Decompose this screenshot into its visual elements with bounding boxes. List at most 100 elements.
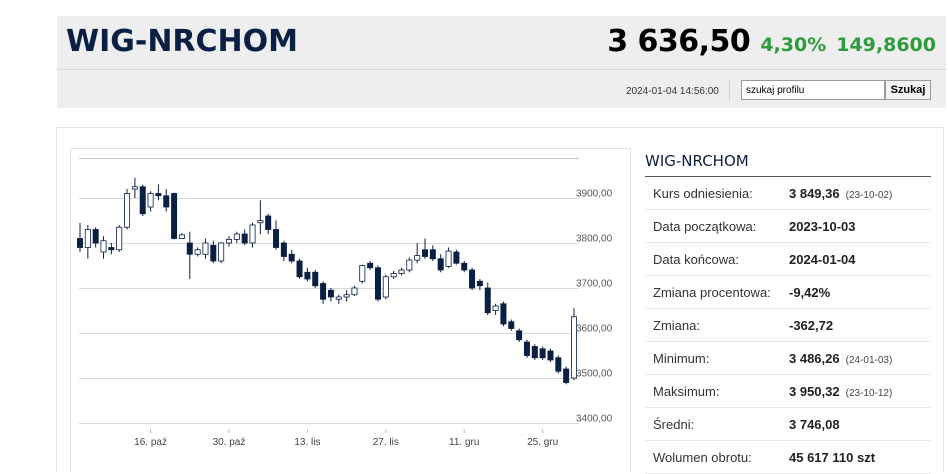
quote-summary: 3 636,50 4,30% 149,8600: [607, 24, 936, 59]
stats-label: Zmiana:: [653, 317, 700, 333]
candle-up: [147, 193, 154, 208]
candle-down: [516, 330, 523, 341]
candle-down: [367, 262, 374, 269]
x-tick-label: 30. paź: [213, 437, 246, 448]
stats-label: Data końcowa:: [653, 251, 739, 267]
candle-down: [327, 289, 334, 298]
stats-row: Data końcowa: 2024-01-04: [645, 243, 931, 276]
y-tick-label: 3500,00: [576, 369, 613, 380]
stats-row: Maksimum: 3 950,32 (23-10-12): [645, 375, 931, 408]
candle-down: [273, 229, 280, 248]
candle-up: [131, 186, 138, 190]
stats-value: -362,72: [789, 317, 834, 333]
stats-value: 2023-10-03: [789, 218, 856, 234]
stats-row: Średni: 3 746,08: [645, 408, 931, 441]
stats-label: Data początkowa:: [653, 218, 757, 234]
search-profile-input[interactable]: [741, 80, 885, 100]
stats-value: 3 486,26: [789, 350, 840, 366]
stats-value: 3 950,32: [789, 383, 840, 399]
index-name: WIG-NRCHOM: [66, 24, 299, 59]
candle-down: [312, 271, 319, 287]
candle-up: [390, 273, 397, 278]
stats-table: WIG-NRCHOM Kurs odniesienia: 3 849,36 (23-…: [645, 150, 931, 474]
stats-value-cell: 3 486,26 (24-01-03): [789, 351, 892, 366]
x-tick-label: 16. paź: [134, 437, 167, 448]
change-absolute: 149,8600: [836, 34, 936, 56]
candle-down: [241, 233, 248, 244]
candle-down: [484, 287, 491, 314]
candle-down: [265, 215, 272, 230]
candle-up: [249, 224, 256, 244]
candle-down: [422, 249, 429, 257]
stats-label: Średni:: [653, 416, 695, 432]
stats-row: Minimum: 3 486,26 (24-01-03): [645, 342, 931, 375]
stats-title: WIG-NRCHOM: [645, 150, 931, 177]
candle-down: [531, 346, 538, 359]
change-percent: 4,30%: [760, 34, 827, 56]
stats-value-date: (23-10-02): [845, 189, 893, 201]
stats-label: Kurs odniesienia:: [653, 185, 753, 201]
candle-up: [343, 294, 350, 298]
candle-down: [500, 303, 507, 325]
stats-value-cell: 2024-01-04: [789, 252, 856, 267]
candle-up: [351, 287, 358, 296]
stats-rows: Kurs odniesienia: 3 849,36 (23-10-02) Data …: [645, 177, 931, 474]
candle-up: [233, 233, 240, 240]
candlestick-chart: 3900,00 3800,00 3700,00 3600,00 3500,00 3400,…: [77, 158, 613, 448]
candle-up: [218, 242, 225, 262]
candle-up: [116, 226, 123, 251]
candle-down: [539, 348, 546, 359]
stats-row: Zmiana: -362,72: [645, 309, 931, 342]
search-button[interactable]: Szukaj: [885, 80, 931, 100]
stats-value-cell: 3 849,36 (23-10-02): [789, 186, 892, 201]
candle-up: [398, 269, 405, 274]
candle-down: [280, 242, 287, 257]
stats-value-cell: 2023-10-03: [789, 219, 856, 234]
index-value: 3 636,50: [607, 24, 751, 59]
candle-up: [225, 239, 232, 244]
stats-value-cell: 3 746,08: [789, 417, 840, 432]
stats-label: Maksimum:: [653, 383, 720, 399]
candle-down: [163, 195, 170, 208]
stats-row: Data początkowa: 2023-10-03: [645, 210, 931, 243]
stats-row: Zmiana procentowa: -9,42%: [645, 276, 931, 309]
candle-down: [374, 267, 381, 300]
quote-header: WIG-NRCHOM 3 636,50 4,30% 149,8600 2024-…: [57, 16, 946, 108]
candle-up: [335, 296, 342, 300]
stats-row: Wolumen obrotu: 45 617 110 szt: [645, 441, 931, 474]
y-tick-label: 3600,00: [576, 324, 613, 335]
candle-up: [100, 240, 107, 253]
candle-down: [563, 368, 570, 383]
y-tick-label: 3900,00: [576, 189, 613, 200]
candle-down: [429, 249, 436, 260]
x-tick-label: 13. lis: [294, 437, 320, 448]
x-tick-label: 25. gru: [527, 437, 558, 448]
candle-up: [570, 316, 577, 379]
candle-down: [508, 321, 515, 329]
candle-down: [92, 229, 99, 244]
stats-value: 3 849,36: [789, 185, 840, 201]
stats-value: 3 746,08: [789, 416, 840, 432]
y-tick-label: 3700,00: [576, 279, 613, 290]
candle-down: [139, 186, 146, 215]
x-tick-label: 27. lis: [373, 437, 399, 448]
candle-up: [178, 234, 185, 239]
candle-down: [210, 244, 217, 262]
candle-down: [320, 283, 327, 300]
candle-down: [437, 258, 444, 271]
candle-up: [414, 255, 421, 261]
candle-down: [77, 238, 83, 248]
stats-value-date: (23-10-12): [845, 387, 893, 399]
stats-value-cell: -362,72: [789, 318, 833, 333]
candle-down: [461, 262, 468, 271]
y-tick-label: 3400,00: [576, 414, 613, 425]
candle-down: [155, 193, 162, 197]
stats-value-cell: 3 950,32 (23-10-12): [789, 384, 892, 399]
candle-up: [382, 276, 389, 298]
candle-down: [523, 341, 530, 356]
y-tick-label: 3800,00: [576, 234, 613, 245]
candle-down: [186, 242, 193, 255]
candle-up: [202, 242, 209, 255]
stats-value-date: (24-01-03): [845, 354, 893, 366]
stats-value: -9,42%: [789, 284, 831, 300]
